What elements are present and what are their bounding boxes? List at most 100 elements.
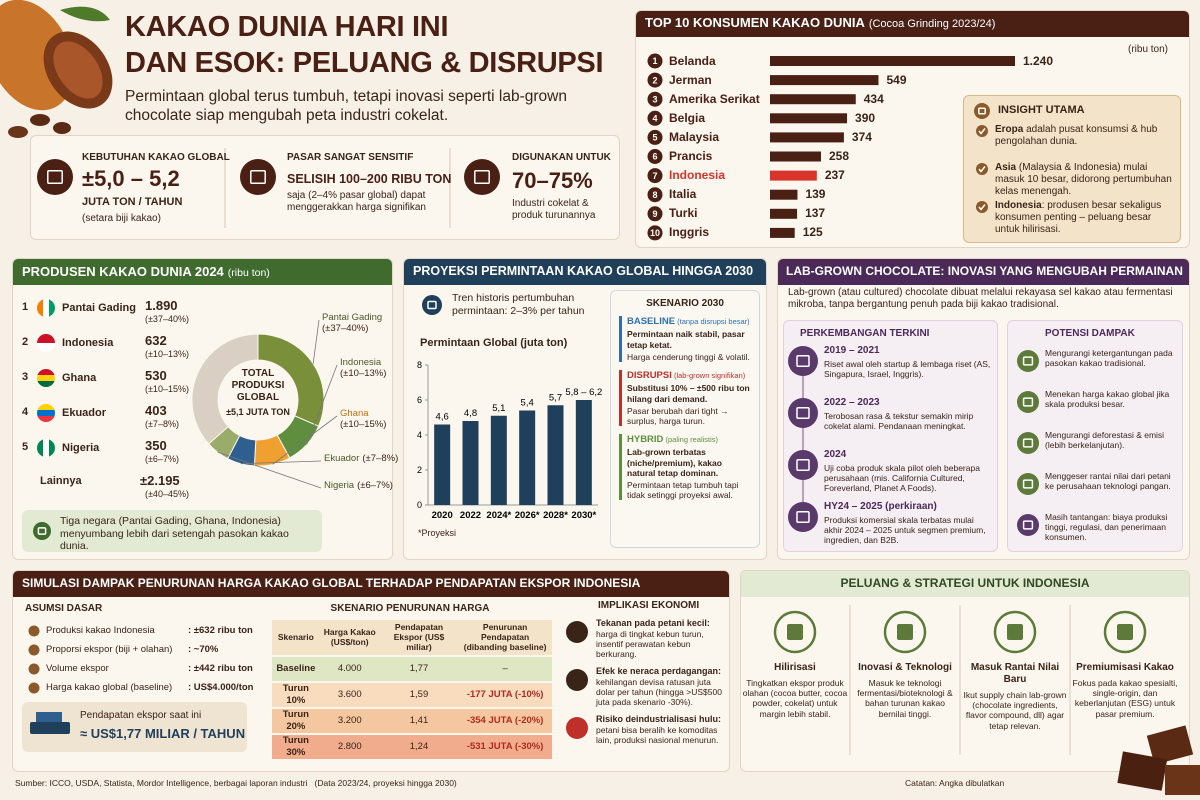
share-label: (±37–40%) <box>145 314 189 324</box>
impact-icon-glyph <box>1022 438 1034 448</box>
impact-text: Menekan harga kakao global jika skala pr… <box>1045 389 1170 410</box>
bar <box>490 415 507 505</box>
event-period: 2019 – 2021 <box>824 345 880 356</box>
value-label: 4,8 <box>464 408 477 419</box>
share-label: (±10–15%) <box>145 384 189 394</box>
flag-stripe <box>37 381 55 387</box>
x-tick-label: 2022 <box>460 510 481 521</box>
implication-icon <box>566 669 588 691</box>
implication-head: Efek ke neraca perdagangan: <box>596 666 722 676</box>
implication-icon <box>566 717 588 739</box>
x-tick-label: 2020 <box>432 510 453 521</box>
table-row: Turun 30% 2.800 1,24 -531 JUTA (-30%) <box>272 734 552 759</box>
value-label: 5,8 – 6,2 <box>565 387 602 398</box>
category-label: Belgia <box>669 110 706 125</box>
table-cell: – <box>458 656 552 681</box>
scenario-name: BASELINE <box>627 316 676 327</box>
axis-title: Permintaan Global (juta ton) <box>420 337 568 349</box>
share-label: (±6–7%) <box>145 454 179 464</box>
stat-unit: JUTA TON / TAHUN <box>82 196 183 208</box>
scenario-table: Skenario Harga Kakao (US$/ton) Pendapatan … <box>272 618 552 761</box>
impact-icon <box>1017 391 1039 413</box>
table-cell: Turun 30% <box>272 734 320 759</box>
scenario-tag: (lab-grown signifikan) <box>671 370 746 380</box>
opportunity-name: Hilirisasi <box>774 662 816 673</box>
category-label: Belanda <box>669 53 716 68</box>
opportunity-icon <box>883 610 927 654</box>
bar <box>770 132 844 143</box>
text-part: Indonesia <box>340 357 382 368</box>
table-cell: 1,59 <box>379 682 459 707</box>
category-label: Indonesia <box>669 168 726 183</box>
leaf <box>60 6 110 22</box>
note: *Proyeksi <box>418 528 457 538</box>
header-cell: Harga Kakao (US$/ton) <box>319 620 380 655</box>
rank-badge <box>647 110 663 126</box>
title: KAKAO DUNIA HARI INI <box>125 11 449 43</box>
impact-icon <box>1017 473 1039 495</box>
implication-text: petani bisa beralih ke komoditas lain, p… <box>596 724 719 745</box>
value-label: 374 <box>851 129 872 144</box>
assumption-label: Harga kakao global (baseline) <box>46 682 173 693</box>
rank-label: 3 <box>22 371 29 383</box>
export-label: Pendapatan ekspor saat ini <box>80 710 202 721</box>
event-period: HY24 – 2025 (perkiraan) <box>824 501 937 512</box>
share-label: (±40–45%) <box>145 489 189 499</box>
bullet-icon <box>28 663 40 675</box>
stat-label: DIGUNAKAN UNTUK <box>512 152 611 163</box>
slice-label: Indonesia (±10–13%) <box>340 357 402 380</box>
value-label: 237 <box>824 168 845 183</box>
value-label: 350 <box>145 438 167 453</box>
opportunity-panel <box>740 570 1190 772</box>
subtitle: Permintaan global terus tumbuh, tetapi i… <box>125 88 567 124</box>
slice-label: Nigeria (±6–7%) <box>324 480 393 491</box>
event-icon <box>788 398 818 428</box>
text-part: TOP 10 KONSUMEN KAKAO DUNIA <box>645 15 865 30</box>
stat-icon <box>464 159 500 195</box>
rank-label: 9 <box>652 209 657 219</box>
insight-icon-glyph <box>978 107 986 115</box>
flag-stripe <box>49 299 55 317</box>
note: Tiga negara (Pantai Gading, Ghana, Indon… <box>60 515 289 553</box>
stat-icon-glyph <box>47 169 63 185</box>
bar <box>770 94 856 105</box>
cocoa-bean <box>53 122 71 134</box>
scenario-head: BASELINE (tanpa disrupsi besar) <box>627 316 751 327</box>
cocoa-beans <box>53 41 103 99</box>
opportunity-text: Masuk ke teknologi fermentasi/bioteknolo… <box>857 678 953 719</box>
insight-item: Asia (Malaysia & Indonesia) mulai masuk … <box>995 162 1175 198</box>
timeline-box <box>783 320 998 552</box>
stat-icon-glyph <box>474 169 490 185</box>
text-part: (Cocoa Grinding 2023/24) <box>868 18 996 30</box>
stat-note: (setara biji kakao) <box>82 213 161 224</box>
insight-item: Indonesia: produsen besar sekaligus kons… <box>995 200 1175 236</box>
panel-header <box>13 571 729 597</box>
opportunity-text: Tingkatkan ekspor produk olahan (cocoa b… <box>742 678 848 719</box>
panel-title: TOP 10 KONSUMEN KAKAO DUNIA (Cocoa Grindi… <box>645 15 995 31</box>
flag-stripe <box>43 299 50 317</box>
table-cell: Turun 10% <box>272 682 320 707</box>
assumption-label: Volume ekspor <box>46 663 109 674</box>
category-label: Ghana <box>62 372 97 384</box>
flag-stripe <box>37 369 55 376</box>
rank-badge <box>647 91 663 107</box>
trend-icon-glyph <box>427 300 437 310</box>
section-title: PERKEMBANGAN TERKINI <box>800 328 930 339</box>
check-mark <box>978 166 986 173</box>
bar <box>434 424 451 505</box>
event: 2019 – 2021 Riset awal oleh startup & lem… <box>824 345 992 379</box>
opportunity: Hilirisasi Tingkatkan ekspor produk olaha… <box>742 662 848 719</box>
bar <box>770 170 817 181</box>
scenario-title: SKENARIO 2030 <box>646 298 724 309</box>
table-cell: -531 JUTA (-30%) <box>458 734 552 759</box>
panel-header <box>778 259 1189 285</box>
text-part: Indonesia <box>995 200 1042 211</box>
opportunity-text: Fokus pada kakao spesialti, single-origi… <box>1072 678 1178 719</box>
event-text: Produksi komersial skala terbatas mulai … <box>824 515 986 546</box>
cocoa-decoration <box>0 0 113 138</box>
insight-item: Eropa adalah pusat konsumsi & hub pengol… <box>995 124 1175 148</box>
bar <box>770 75 879 86</box>
flag-stripe <box>43 439 50 457</box>
flag-stripe <box>37 404 55 411</box>
